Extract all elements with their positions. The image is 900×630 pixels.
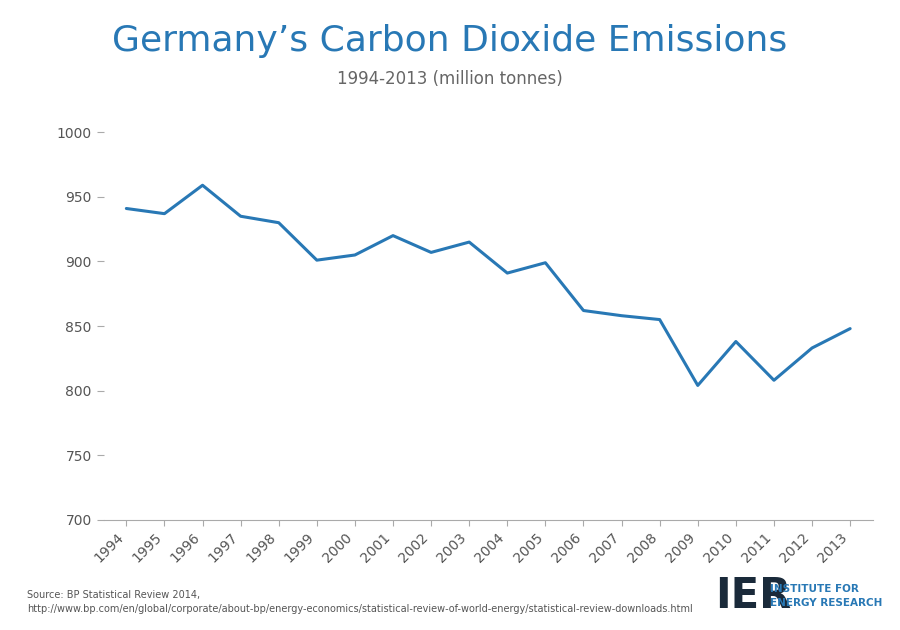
Text: INSTITUTE FOR
ENERGY RESEARCH: INSTITUTE FOR ENERGY RESEARCH [770,584,882,608]
Text: IER: IER [716,575,792,617]
Text: 1994-2013 (million tonnes): 1994-2013 (million tonnes) [338,70,562,88]
Text: Germany’s Carbon Dioxide Emissions: Germany’s Carbon Dioxide Emissions [112,24,788,58]
Text: Source: BP Statistical Review 2014,
http://www.bp.com/en/global/corporate/about-: Source: BP Statistical Review 2014, http… [27,590,693,614]
